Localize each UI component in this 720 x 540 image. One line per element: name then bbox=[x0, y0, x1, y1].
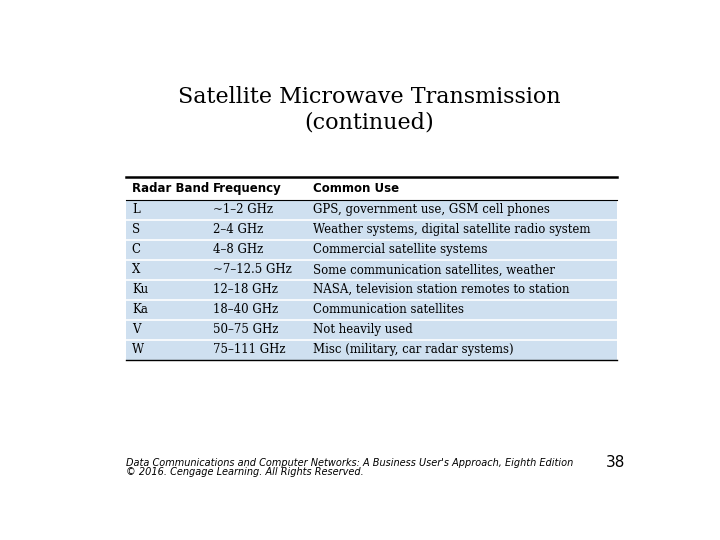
Bar bbox=[126, 200, 617, 220]
Text: C: C bbox=[132, 244, 141, 256]
Text: 2–4 GHz: 2–4 GHz bbox=[213, 224, 263, 237]
Text: 50–75 GHz: 50–75 GHz bbox=[213, 323, 278, 336]
Bar bbox=[126, 320, 617, 340]
Text: Radar Band: Radar Band bbox=[132, 182, 209, 195]
Text: S: S bbox=[132, 224, 140, 237]
Bar bbox=[126, 240, 617, 260]
Text: X: X bbox=[132, 264, 140, 276]
Text: Weather systems, digital satellite radio system: Weather systems, digital satellite radio… bbox=[313, 224, 590, 237]
Text: 75–111 GHz: 75–111 GHz bbox=[213, 343, 285, 356]
Text: Ku: Ku bbox=[132, 284, 148, 296]
Text: GPS, government use, GSM cell phones: GPS, government use, GSM cell phones bbox=[313, 204, 550, 217]
Text: ~7–12.5 GHz: ~7–12.5 GHz bbox=[213, 264, 292, 276]
Text: Common Use: Common Use bbox=[313, 182, 400, 195]
Text: W: W bbox=[132, 343, 144, 356]
Text: Data Communications and Computer Networks: A Business User's Approach, Eighth Ed: Data Communications and Computer Network… bbox=[126, 458, 574, 468]
Bar bbox=[126, 340, 617, 360]
Bar bbox=[126, 177, 617, 200]
Text: 12–18 GHz: 12–18 GHz bbox=[213, 284, 278, 296]
Bar bbox=[126, 220, 617, 240]
Text: Misc (military, car radar systems): Misc (military, car radar systems) bbox=[313, 343, 514, 356]
Text: V: V bbox=[132, 323, 140, 336]
Text: Commercial satellite systems: Commercial satellite systems bbox=[313, 244, 487, 256]
Text: NASA, television station remotes to station: NASA, television station remotes to stat… bbox=[313, 284, 570, 296]
Text: 4–8 GHz: 4–8 GHz bbox=[213, 244, 263, 256]
Text: L: L bbox=[132, 204, 140, 217]
Text: Some communication satellites, weather: Some communication satellites, weather bbox=[313, 264, 555, 276]
Text: ~1–2 GHz: ~1–2 GHz bbox=[213, 204, 273, 217]
Text: 18–40 GHz: 18–40 GHz bbox=[213, 303, 278, 316]
Bar bbox=[126, 260, 617, 280]
Text: Ka: Ka bbox=[132, 303, 148, 316]
Text: 38: 38 bbox=[606, 455, 626, 470]
Text: Frequency: Frequency bbox=[213, 182, 282, 195]
Text: Satellite Microwave Transmission
(continued): Satellite Microwave Transmission (contin… bbox=[178, 85, 560, 134]
Bar bbox=[126, 300, 617, 320]
Text: Not heavily used: Not heavily used bbox=[313, 323, 413, 336]
Text: Communication satellites: Communication satellites bbox=[313, 303, 464, 316]
Bar bbox=[126, 280, 617, 300]
Text: © 2016. Cengage Learning. All Rights Reserved.: © 2016. Cengage Learning. All Rights Res… bbox=[126, 467, 364, 477]
